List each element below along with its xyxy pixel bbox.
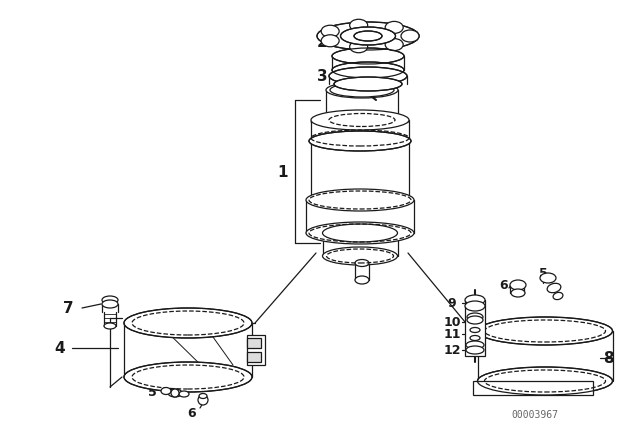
Text: 00003967: 00003967 (511, 410, 559, 420)
Ellipse shape (326, 82, 398, 98)
Ellipse shape (323, 224, 397, 242)
Ellipse shape (470, 336, 480, 340)
Ellipse shape (321, 25, 339, 37)
Text: 6: 6 (500, 279, 508, 292)
Text: 11: 11 (444, 327, 461, 340)
Circle shape (198, 395, 208, 405)
Ellipse shape (161, 388, 171, 395)
Ellipse shape (465, 301, 485, 311)
Ellipse shape (317, 22, 419, 50)
Ellipse shape (465, 295, 485, 305)
Ellipse shape (547, 283, 561, 293)
Ellipse shape (355, 276, 369, 284)
Ellipse shape (355, 259, 369, 267)
Ellipse shape (309, 131, 411, 151)
Ellipse shape (349, 41, 367, 53)
Ellipse shape (349, 19, 367, 31)
Ellipse shape (306, 189, 414, 211)
Ellipse shape (332, 62, 404, 78)
Text: 10: 10 (444, 315, 461, 328)
Ellipse shape (124, 362, 252, 392)
Ellipse shape (332, 48, 404, 64)
Text: 9: 9 (448, 297, 456, 310)
Ellipse shape (168, 389, 182, 397)
Text: 12: 12 (444, 344, 461, 357)
Ellipse shape (385, 39, 403, 51)
Ellipse shape (466, 346, 484, 354)
Ellipse shape (468, 315, 481, 323)
Ellipse shape (467, 313, 483, 321)
Ellipse shape (511, 289, 525, 297)
Circle shape (171, 389, 179, 397)
Text: 6: 6 (188, 406, 196, 419)
Ellipse shape (306, 222, 414, 244)
Text: 7: 7 (63, 301, 74, 315)
Text: 1: 1 (278, 164, 288, 180)
Ellipse shape (334, 77, 402, 91)
Bar (247, 338, 261, 348)
Ellipse shape (321, 35, 339, 47)
Ellipse shape (340, 27, 396, 45)
Ellipse shape (477, 317, 612, 345)
Bar (247, 352, 261, 362)
Text: 3: 3 (317, 69, 327, 83)
Ellipse shape (470, 327, 480, 332)
Bar (465, 306, 484, 356)
Ellipse shape (102, 300, 118, 308)
Ellipse shape (553, 293, 563, 300)
Ellipse shape (199, 393, 207, 399)
Ellipse shape (124, 308, 252, 338)
Bar (247, 335, 265, 365)
Ellipse shape (311, 110, 409, 130)
Ellipse shape (329, 67, 407, 85)
Text: 2: 2 (317, 34, 328, 49)
Ellipse shape (477, 367, 612, 395)
Ellipse shape (323, 247, 397, 265)
Ellipse shape (510, 280, 526, 290)
Text: 5: 5 (539, 267, 547, 280)
Ellipse shape (385, 22, 403, 34)
Ellipse shape (466, 341, 484, 349)
Text: 5: 5 (148, 385, 156, 399)
Polygon shape (472, 381, 593, 395)
Text: 8: 8 (603, 350, 613, 366)
Ellipse shape (354, 31, 382, 41)
Ellipse shape (104, 323, 116, 329)
Text: 4: 4 (54, 340, 65, 356)
Ellipse shape (401, 30, 419, 42)
Ellipse shape (179, 391, 189, 397)
Ellipse shape (102, 296, 118, 304)
Ellipse shape (467, 316, 483, 324)
Ellipse shape (326, 112, 398, 128)
Ellipse shape (540, 273, 556, 283)
